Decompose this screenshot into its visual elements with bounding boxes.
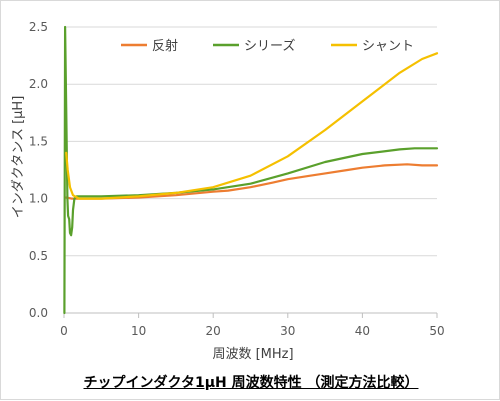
series-line-series [63, 25, 439, 315]
y-tick-label: 2.0 [29, 77, 48, 91]
x-tick-label: 20 [206, 324, 221, 338]
x-tick-label: 0 [60, 324, 68, 338]
legend-label-series: シリーズ [244, 38, 295, 54]
y-tick-label: 2.5 [29, 20, 48, 34]
y-tick-label: 0.0 [29, 306, 48, 320]
axes [63, 312, 438, 318]
x-tick-label: 50 [429, 324, 444, 338]
chart-caption: チップインダクタ1μH 周波数特性 （測定方法比較） [83, 375, 419, 391]
tick-labels: 0.0 0.5 1.0 1.5 2.0 2.5 0 10 20 30 40 50 [29, 20, 445, 338]
legend-label-reflection: 反射 [152, 38, 178, 54]
series-lines [63, 25, 439, 315]
gridlines [64, 26, 437, 257]
series-line-shunt [65, 52, 439, 200]
y-tick-label: 1.5 [29, 134, 48, 148]
legend: 反射 シリーズ シャント [121, 38, 414, 54]
y-tick-label: 1.0 [29, 192, 48, 206]
series-line-reflection [65, 163, 439, 200]
y-axis-title: インダクタンス [μH] [11, 96, 26, 219]
x-tick-label: 30 [280, 324, 295, 338]
legend-label-shunt: シャント [362, 39, 414, 54]
x-tick-label: 40 [355, 324, 370, 338]
x-axis-title: 周波数 [MHz] [212, 347, 293, 362]
x-tick-label: 10 [131, 324, 146, 338]
y-tick-label: 0.5 [29, 249, 48, 263]
